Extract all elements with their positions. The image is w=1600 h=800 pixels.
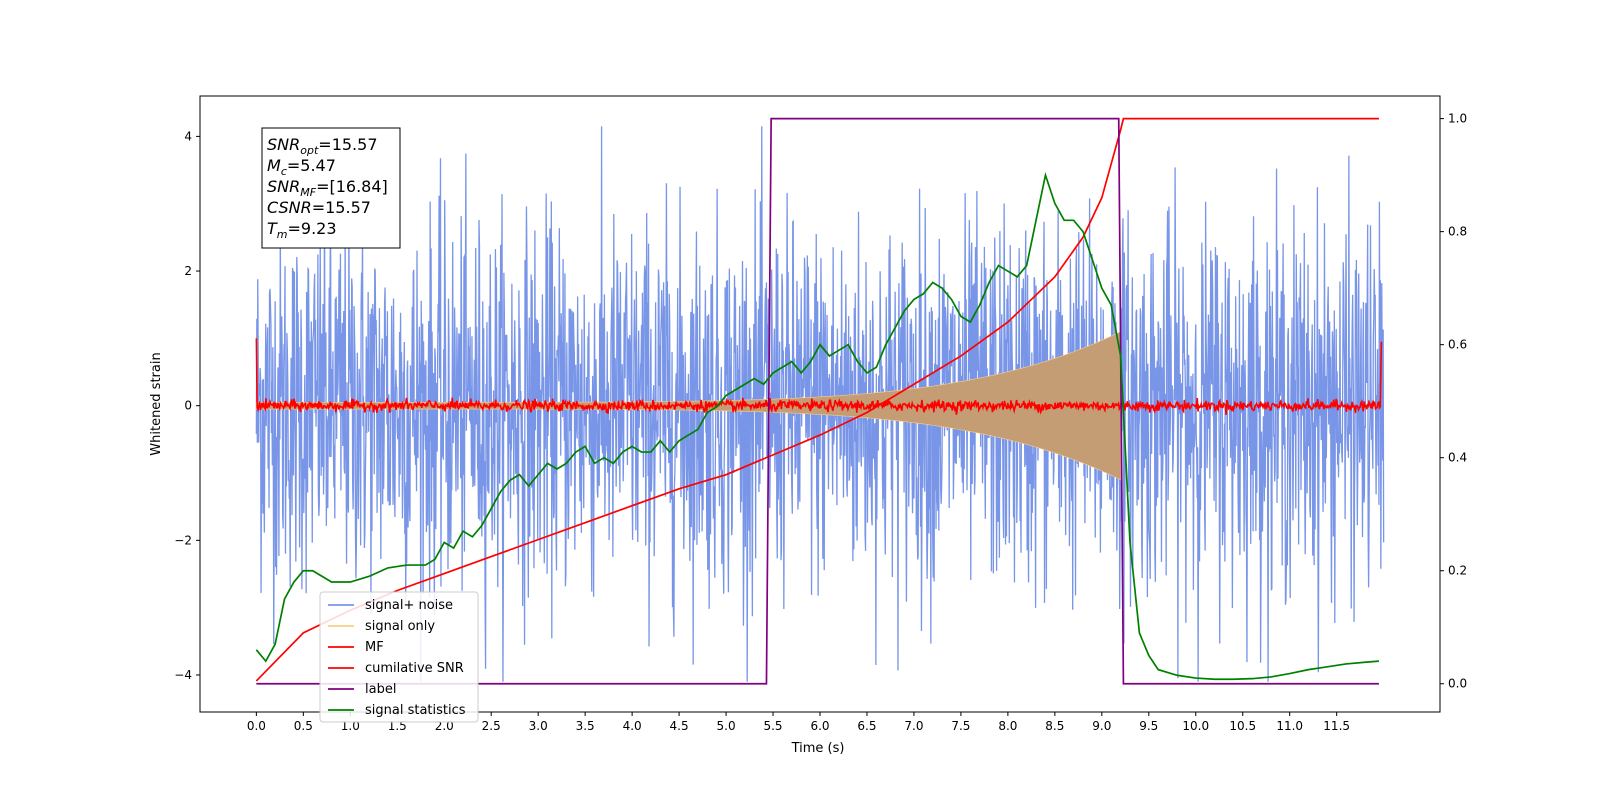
y-tick-label: 0: [184, 399, 192, 413]
x-tick-label: 7.0: [904, 719, 923, 733]
x-tick-label: 11.5: [1323, 719, 1350, 733]
plot-area: [255, 117, 1385, 685]
y2-tick-label: 0.6: [1448, 338, 1467, 352]
legend-label: signal+ noise: [365, 598, 453, 613]
x-tick-label: 4.5: [670, 719, 689, 733]
y-tick-label: −2: [174, 533, 192, 547]
annotation-line: Mc=5.47: [267, 156, 336, 178]
y-tick-label: 4: [184, 129, 192, 143]
y2-tick-label: 0.2: [1448, 564, 1467, 578]
x-tick-label: 3.0: [529, 719, 548, 733]
y2-tick-label: 1.0: [1448, 112, 1467, 126]
y-tick-label: 2: [184, 264, 192, 278]
x-tick-label: 3.5: [576, 719, 595, 733]
x-tick-label: 6.0: [810, 719, 829, 733]
legend-label: signal only: [365, 619, 435, 634]
x-tick-label: 5.0: [717, 719, 736, 733]
x-tick-label: 10.5: [1229, 719, 1256, 733]
annotation-line: CSNR=15.57: [267, 198, 371, 217]
legend: signal+ noise signal only MF cumilative SNR…: [319, 591, 479, 723]
x-tick-label: 10.0: [1182, 719, 1209, 733]
y-axis-label: Whitened strain: [149, 352, 164, 455]
legend-label: cumilative SNR: [365, 661, 464, 676]
x-tick-label: 2.5: [482, 719, 501, 733]
y-axis-right: 1.0 0.8 0.6 0.4 0.2 0.0: [1440, 112, 1467, 691]
x-tick-label: 9.0: [1092, 719, 1111, 733]
annotation-line: SNRMF=[16.84]: [267, 177, 388, 199]
x-tick-label: 9.5: [1139, 719, 1158, 733]
x-tick-label: 11.0: [1276, 719, 1303, 733]
x-tick-label: 0.5: [294, 719, 313, 733]
x-tick-label: 6.5: [857, 719, 876, 733]
legend-label: label: [365, 682, 396, 697]
series-label-line: [256, 117, 1379, 685]
x-tick-label: 0.0: [247, 719, 266, 733]
x-axis-label: Time (s): [791, 741, 845, 756]
annotation-box: SNRopt=15.57Mc=5.47SNRMF=[16.84]CSNR=15.…: [261, 127, 401, 249]
series-signal-statistics-line: [255, 171, 1380, 681]
x-tick-label: 4.0: [623, 719, 642, 733]
annotation-line: SNRopt=15.57: [267, 135, 378, 157]
y2-tick-label: 0.4: [1448, 451, 1467, 465]
x-tick-label: 8.5: [1045, 719, 1064, 733]
x-tick-label: 5.5: [763, 719, 782, 733]
y-tick-label: −4: [174, 668, 192, 682]
y2-tick-label: 0.0: [1448, 677, 1467, 691]
legend-label: signal statistics: [365, 703, 466, 718]
y2-tick-label: 0.8: [1448, 225, 1467, 239]
legend-label: MF: [365, 640, 384, 655]
series-mf-line: [255, 338, 1383, 415]
x-tick-label: 8.0: [998, 719, 1017, 733]
series-cumilative-snr-line: [255, 117, 1379, 682]
y-axis-left: 4 2 0 −2 −4: [174, 129, 200, 682]
x-tick-label: 7.5: [951, 719, 970, 733]
annotation-line: Tm=9.23: [267, 219, 337, 241]
